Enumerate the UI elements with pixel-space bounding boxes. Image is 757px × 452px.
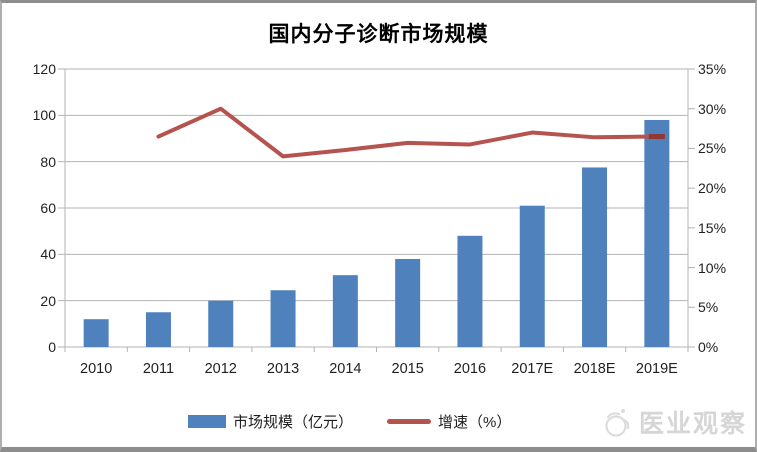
x-axis-tick-label-2010: 2010 bbox=[80, 361, 113, 377]
y-axis-right-tick-label: 0% bbox=[698, 339, 719, 355]
bar-2019E bbox=[644, 119, 670, 347]
x-axis-tick-label-2012: 2012 bbox=[204, 361, 237, 377]
legend-label-growth-rate: 增速（%） bbox=[438, 414, 512, 431]
bar-2016 bbox=[457, 235, 483, 347]
y-axis-right-tick-label: 5% bbox=[698, 299, 719, 316]
bar-2011 bbox=[145, 312, 171, 347]
y-axis-left-tick-label: 100 bbox=[32, 107, 56, 124]
chart-title: 国内分子诊断市场规模 bbox=[268, 23, 489, 46]
y-axis-left-tick-label: 120 bbox=[32, 61, 56, 77]
y-axis-left-tick-label: 40 bbox=[40, 246, 56, 263]
x-axis-tick-label-2013: 2013 bbox=[266, 361, 300, 377]
legend-bar-swatch-icon bbox=[188, 415, 226, 428]
x-axis-tick-label-2016: 2016 bbox=[453, 361, 487, 377]
bar-2010 bbox=[83, 319, 109, 347]
legend-line-swatch-icon bbox=[387, 419, 432, 424]
bar-2015 bbox=[395, 258, 421, 347]
growth-rate-line bbox=[156, 106, 659, 159]
legend-label-market-size: 市场规模（亿元） bbox=[233, 414, 354, 431]
y-axis-right-tick-label: 15% bbox=[698, 219, 727, 236]
chart-legend: 市场规模（亿元） 增速（%） bbox=[188, 411, 511, 432]
y-axis-right-tick-label: 35% bbox=[698, 61, 727, 77]
y-axis-left-tick-label: 80 bbox=[40, 153, 56, 170]
y-axis-left-tick-label: 20 bbox=[40, 292, 56, 309]
y-axis-right-tick-label: 10% bbox=[698, 259, 727, 276]
y-axis-right-tick-label: 20% bbox=[698, 180, 727, 197]
growth-line-end-marker-icon bbox=[648, 134, 665, 140]
y-axis-left-tick-label: 60 bbox=[40, 200, 56, 216]
x-axis-tick-label-2019E: 2019E bbox=[635, 361, 678, 377]
bar-2017E bbox=[519, 205, 545, 347]
legend-item-growth-rate: 增速（%） bbox=[387, 411, 511, 432]
y-axis-left-tick-label: 0 bbox=[48, 339, 56, 355]
bar-2013 bbox=[270, 290, 296, 347]
bar-2018E bbox=[582, 167, 608, 347]
bird-logo-icon bbox=[605, 409, 630, 437]
y-axis-right-tick-label: 25% bbox=[698, 140, 727, 157]
combo-chart-plot bbox=[58, 68, 695, 352]
bar-2012 bbox=[208, 300, 234, 347]
watermark-text: 医业观察 bbox=[638, 410, 747, 438]
bar-2014 bbox=[332, 275, 358, 347]
x-axis-tick-label-2014: 2014 bbox=[329, 361, 362, 377]
x-axis-tick-label-2017E: 2017E bbox=[511, 361, 554, 377]
x-axis-tick-label-2015: 2015 bbox=[391, 361, 424, 377]
watermark-yiye-guancha: 医业观察 bbox=[599, 403, 747, 441]
legend-item-market-size: 市场规模（亿元） bbox=[188, 411, 353, 432]
x-axis-tick-label-2018E: 2018E bbox=[573, 361, 616, 377]
y-axis-right-tick-label: 30% bbox=[698, 100, 727, 117]
x-axis-tick-label-2011: 2011 bbox=[142, 361, 175, 377]
